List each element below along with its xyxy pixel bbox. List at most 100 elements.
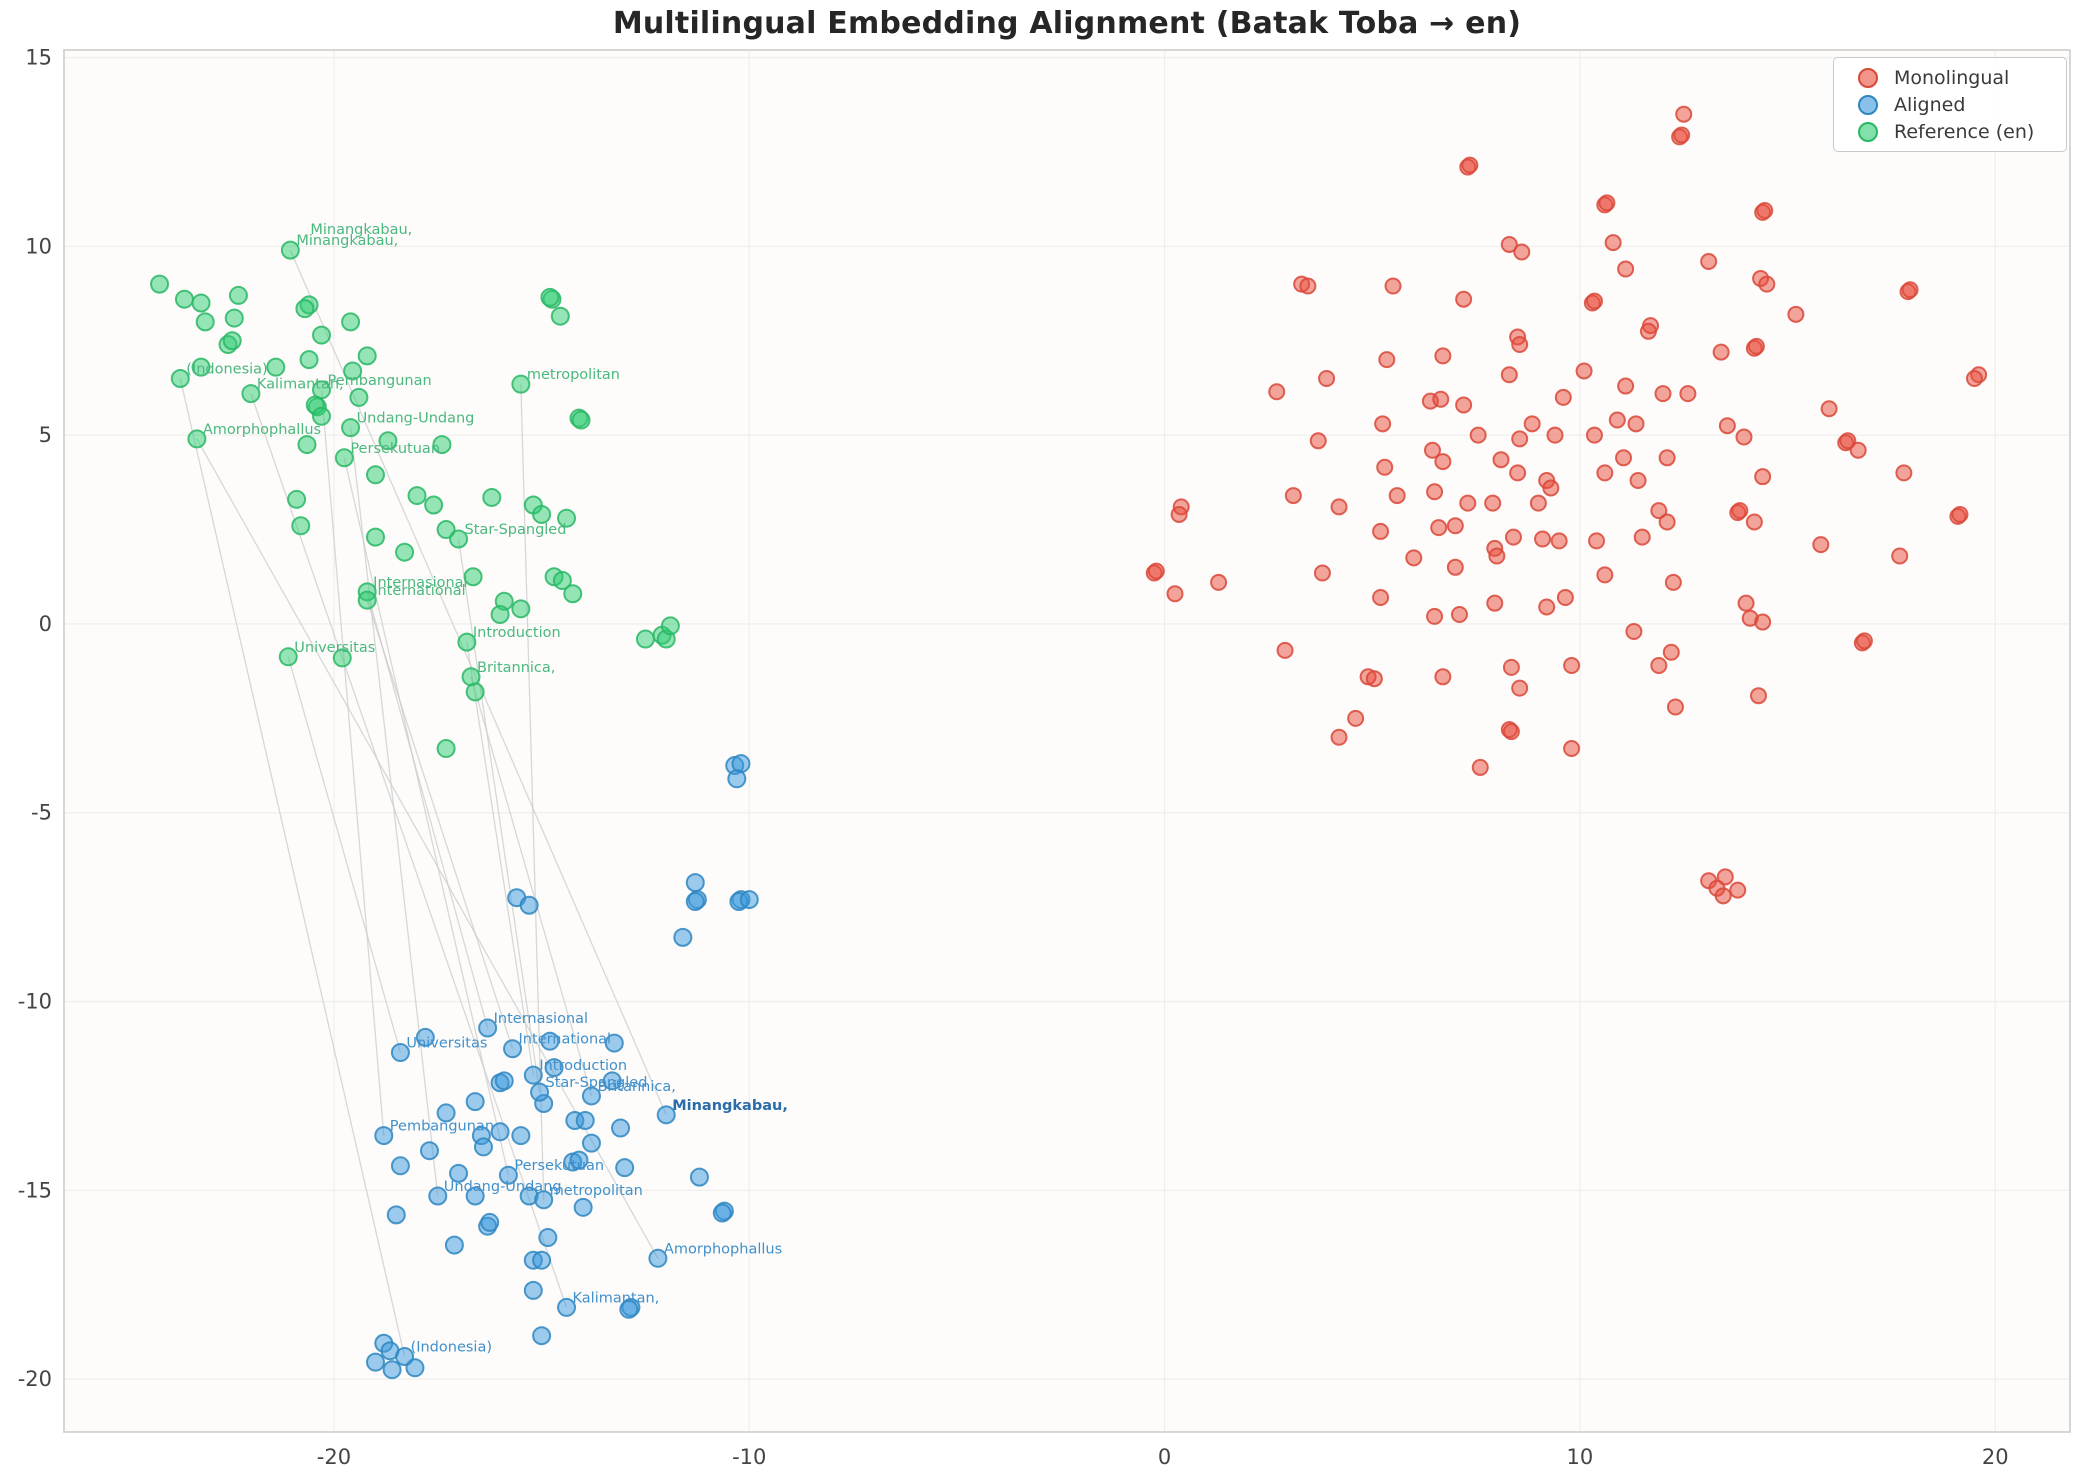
data-point-reference <box>571 410 591 430</box>
data-point-monolingual <box>1625 622 1643 640</box>
data-point-monolingual <box>1500 366 1518 384</box>
data-point-monolingual <box>1758 275 1776 293</box>
data-point-monolingual <box>1951 505 1969 523</box>
data-point-monolingual <box>1511 336 1529 354</box>
data-point-aligned <box>473 1137 493 1157</box>
data-point-reference <box>341 312 361 332</box>
data-point-monolingual <box>1461 156 1479 174</box>
data-point-monolingual <box>1679 385 1697 403</box>
data-point-reference <box>174 289 194 309</box>
chart-title: Multilingual Embedding Alignment (Batak … <box>612 6 1522 41</box>
alignment-line <box>287 656 402 1053</box>
data-point-monolingual <box>1654 385 1672 403</box>
data-point-reference-labeled <box>449 529 469 549</box>
data-point-reference <box>563 584 583 604</box>
data-point-monolingual <box>1849 441 1867 459</box>
data-point-aligned <box>575 1110 595 1130</box>
data-point-monolingual <box>1596 566 1614 584</box>
data-point-aligned <box>569 1150 589 1170</box>
data-point-reference <box>343 361 363 381</box>
data-point-monolingual <box>1812 536 1830 554</box>
y-tick-label: 15 <box>25 46 52 70</box>
data-point-reference-labeled <box>334 448 354 468</box>
data-point-monolingual <box>1513 243 1531 261</box>
data-point-monolingual <box>1434 453 1452 471</box>
data-point-aligned-labeled <box>656 1105 676 1125</box>
y-tick-label: -20 <box>18 1367 52 1391</box>
point-label-reference: (Indonesia) <box>186 362 267 378</box>
data-point-monolingual <box>1492 451 1510 469</box>
data-point-reference <box>299 350 319 370</box>
data-point-monolingual <box>1446 558 1464 576</box>
data-point-reference-labeled <box>357 590 377 610</box>
data-point-monolingual <box>1895 464 1913 482</box>
data-point-reference-labeled <box>187 429 207 449</box>
data-point-aligned-labeled <box>523 1065 543 1085</box>
data-point-aligned <box>573 1197 593 1217</box>
data-point-reference <box>552 571 572 591</box>
data-point-monolingual <box>1901 281 1919 299</box>
data-point-aligned <box>494 1071 514 1091</box>
data-point-reference <box>191 357 211 377</box>
point-label-reference: Amorphophallus <box>203 422 321 438</box>
data-point-aligned <box>727 769 747 789</box>
data-point-aligned-labeled <box>395 1346 415 1366</box>
data-point-monolingual <box>1700 252 1718 270</box>
data-point-reference-labeled <box>341 418 361 438</box>
data-point-monolingual <box>1538 598 1556 616</box>
data-point-monolingual <box>1633 528 1651 546</box>
data-point-monolingual <box>1629 471 1647 489</box>
data-point-monolingual <box>1615 449 1633 467</box>
legend[interactable]: Monolingual Aligned Reference (en) <box>1833 57 2067 152</box>
data-point-monolingual <box>1534 530 1552 548</box>
data-point-monolingual <box>1450 606 1468 624</box>
data-point-reference <box>332 648 352 668</box>
plot-area <box>64 50 2070 1432</box>
data-point-reference <box>357 346 377 366</box>
point-label-aligned: Persekutuan <box>514 1158 604 1174</box>
data-point-monolingual <box>1210 573 1228 591</box>
data-point-monolingual <box>1658 513 1676 531</box>
legend-label-reference: Reference (en) <box>1894 120 2035 143</box>
legend-item-aligned[interactable]: Aligned <box>1844 91 2056 118</box>
data-point-aligned <box>523 1280 543 1300</box>
data-point-reference <box>550 306 570 326</box>
monolingual-marker-icon <box>1858 67 1878 88</box>
y-tick-label: 5 <box>39 423 52 447</box>
data-point-reference <box>482 487 502 507</box>
data-point-monolingual <box>1484 494 1502 512</box>
data-point-monolingual <box>1662 643 1680 661</box>
data-point-aligned-labeled <box>503 1039 523 1059</box>
data-point-monolingual <box>1673 126 1691 144</box>
data-point-reference-labeled <box>511 374 531 394</box>
data-point-monolingual <box>1556 589 1574 607</box>
data-point-reference-labeled <box>457 632 477 652</box>
point-label-reference: metropolitan <box>527 367 620 383</box>
legend-item-reference[interactable]: Reference (en) <box>1844 118 2056 145</box>
data-point-monolingual <box>1459 494 1477 512</box>
data-point-monolingual <box>1372 589 1390 607</box>
data-point-aligned <box>581 1133 601 1153</box>
data-point-monolingual <box>1446 517 1464 535</box>
alignment-line <box>457 538 541 1093</box>
x-tick-label: -20 <box>317 1445 351 1469</box>
data-point-aligned <box>673 927 693 947</box>
data-point-monolingual <box>1330 498 1348 516</box>
x-tick-label: -10 <box>732 1445 766 1469</box>
data-point-monolingual <box>1509 464 1527 482</box>
data-point-aligned <box>444 1235 464 1255</box>
data-point-reference <box>311 325 331 345</box>
data-point-aligned-labeled <box>530 1082 550 1102</box>
data-point-aligned <box>615 1158 635 1178</box>
legend-item-monolingual[interactable]: Monolingual <box>1844 64 2056 91</box>
data-point-monolingual <box>1563 740 1581 758</box>
data-point-monolingual <box>1426 483 1444 501</box>
reference-marker-icon <box>1858 121 1878 142</box>
aligned-marker-icon <box>1858 94 1878 115</box>
data-point-monolingual <box>1529 494 1547 512</box>
data-point-monolingual <box>1608 411 1626 429</box>
data-point-monolingual <box>1313 564 1331 582</box>
data-point-reference <box>378 431 398 451</box>
data-point-aligned <box>480 1212 500 1232</box>
data-point-monolingual <box>1542 479 1560 497</box>
